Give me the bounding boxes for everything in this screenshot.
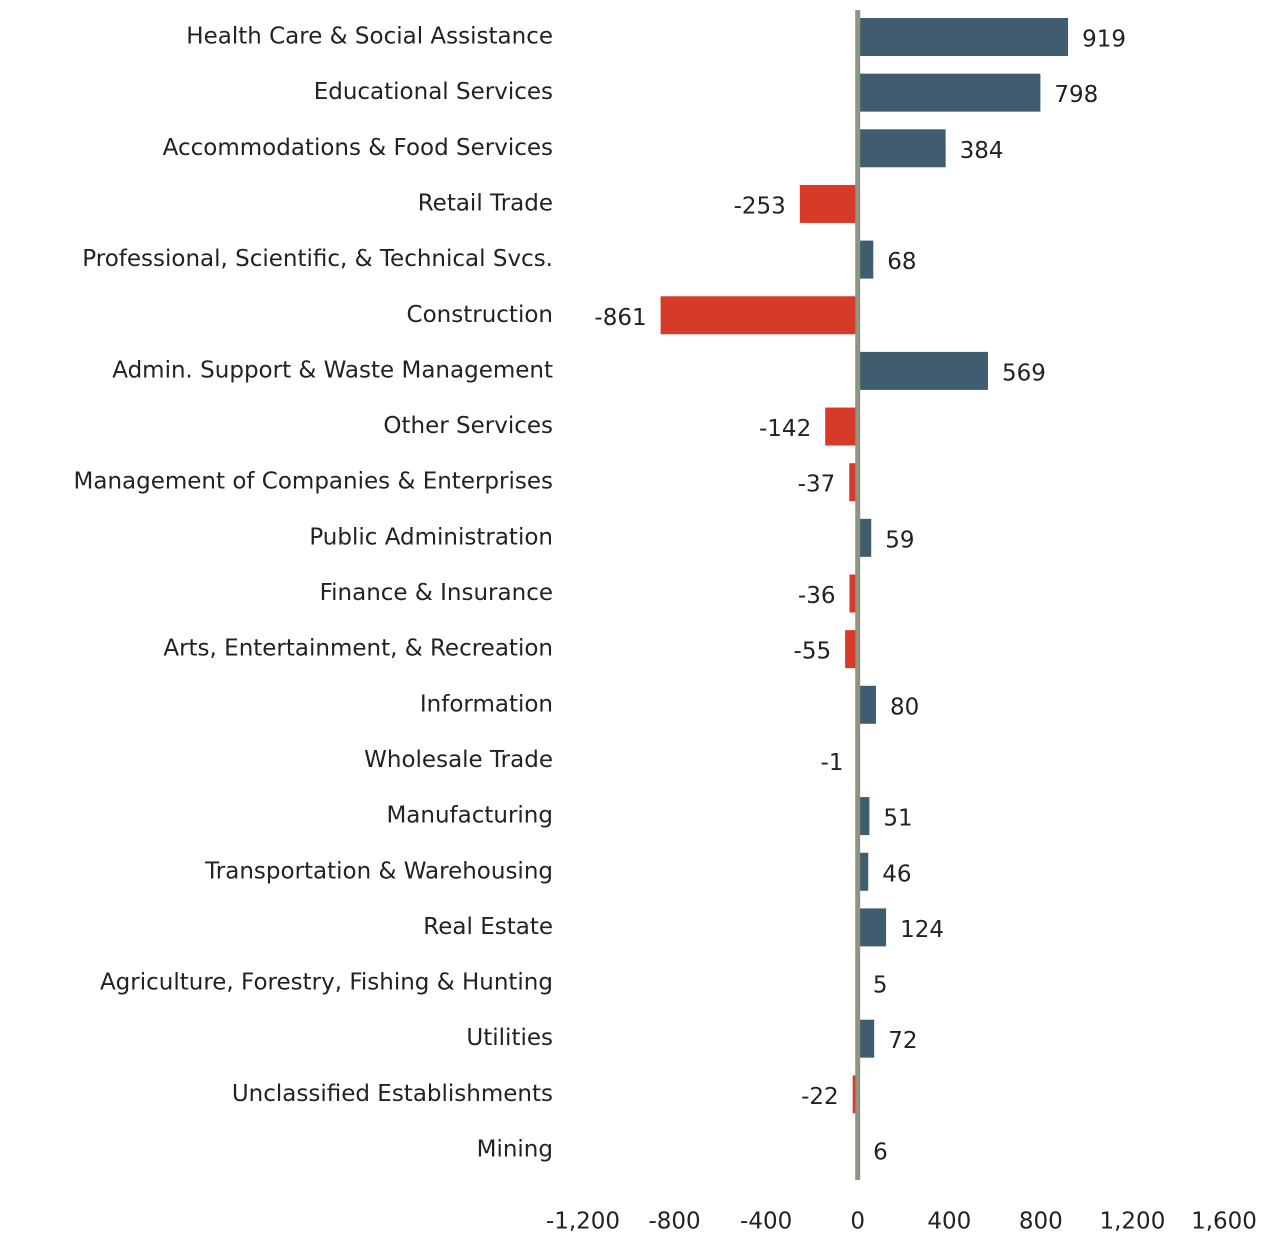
- x-tick-label: -1,200: [546, 1209, 620, 1235]
- category-label: Information: [420, 691, 553, 717]
- bar: [857, 73, 1041, 112]
- bar: [857, 797, 870, 836]
- category-label: Management of Companies & Enterprises: [74, 469, 554, 495]
- value-label: -55: [794, 639, 832, 665]
- value-label: -1: [821, 750, 844, 776]
- value-label: -253: [734, 193, 786, 219]
- bar: [825, 407, 858, 446]
- bar: [857, 18, 1069, 56]
- value-label: 798: [1054, 82, 1098, 108]
- bar: [845, 630, 858, 669]
- value-label: -861: [594, 305, 646, 331]
- bar: [857, 351, 988, 390]
- value-label: 72: [888, 1028, 917, 1054]
- value-label: 384: [960, 138, 1004, 164]
- x-tick-label: 0: [850, 1209, 865, 1235]
- bar: [660, 296, 858, 335]
- value-label: 6: [873, 1140, 888, 1166]
- value-label: 5: [873, 973, 888, 999]
- category-label: Unclassified Establishments: [232, 1081, 553, 1107]
- category-label: Construction: [407, 302, 553, 328]
- bar: [857, 1019, 875, 1058]
- value-label: -37: [798, 472, 836, 498]
- category-label: Retail Trade: [418, 190, 553, 216]
- value-label: 919: [1082, 27, 1126, 53]
- value-label: -142: [759, 416, 811, 442]
- category-label: Other Services: [383, 413, 553, 439]
- value-label: 68: [887, 249, 916, 275]
- x-tick-label: -800: [648, 1209, 700, 1235]
- category-label: Accommodations & Food Services: [163, 135, 553, 161]
- bar: [857, 518, 872, 557]
- x-tick-label: 1,600: [1191, 1209, 1257, 1235]
- category-label: Real Estate: [423, 914, 553, 940]
- value-label: 569: [1002, 360, 1046, 386]
- bar: [857, 685, 877, 724]
- value-label: -36: [798, 583, 836, 609]
- bar: [849, 574, 858, 613]
- value-label: 59: [885, 527, 914, 553]
- category-label: Arts, Entertainment, & Recreation: [163, 636, 553, 662]
- category-label: Admin. Support & Waste Management: [112, 357, 553, 383]
- category-label: Transportation & Warehousing: [204, 858, 553, 884]
- bar: [857, 908, 887, 947]
- bar: [852, 1075, 858, 1114]
- category-label: Public Administration: [309, 524, 553, 550]
- category-label: Finance & Insurance: [320, 580, 553, 606]
- category-label: Wholesale Trade: [364, 747, 553, 773]
- bar: [799, 184, 858, 223]
- category-label: Mining: [477, 1137, 553, 1163]
- value-label: 124: [900, 917, 944, 943]
- category-label: Health Care & Social Assistance: [186, 24, 553, 50]
- value-label: 51: [883, 806, 912, 832]
- value-label: -22: [801, 1084, 839, 1110]
- x-tick-label: 400: [927, 1209, 971, 1235]
- x-tick-label: 800: [1019, 1209, 1063, 1235]
- x-tick-label: 1,200: [1099, 1209, 1165, 1235]
- category-label: Utilities: [466, 1025, 553, 1051]
- category-label: Professional, Scientific, & Technical Sv…: [82, 246, 553, 272]
- bar: [857, 240, 874, 279]
- bar: [857, 129, 946, 168]
- category-label: Manufacturing: [386, 803, 553, 829]
- category-label: Educational Services: [314, 79, 553, 105]
- value-label: 46: [882, 861, 911, 887]
- category-label: Agriculture, Forestry, Fishing & Hunting: [100, 970, 553, 996]
- bar: [857, 852, 869, 891]
- x-tick-label: -400: [740, 1209, 792, 1235]
- value-label: 80: [890, 694, 919, 720]
- bar: [849, 463, 858, 502]
